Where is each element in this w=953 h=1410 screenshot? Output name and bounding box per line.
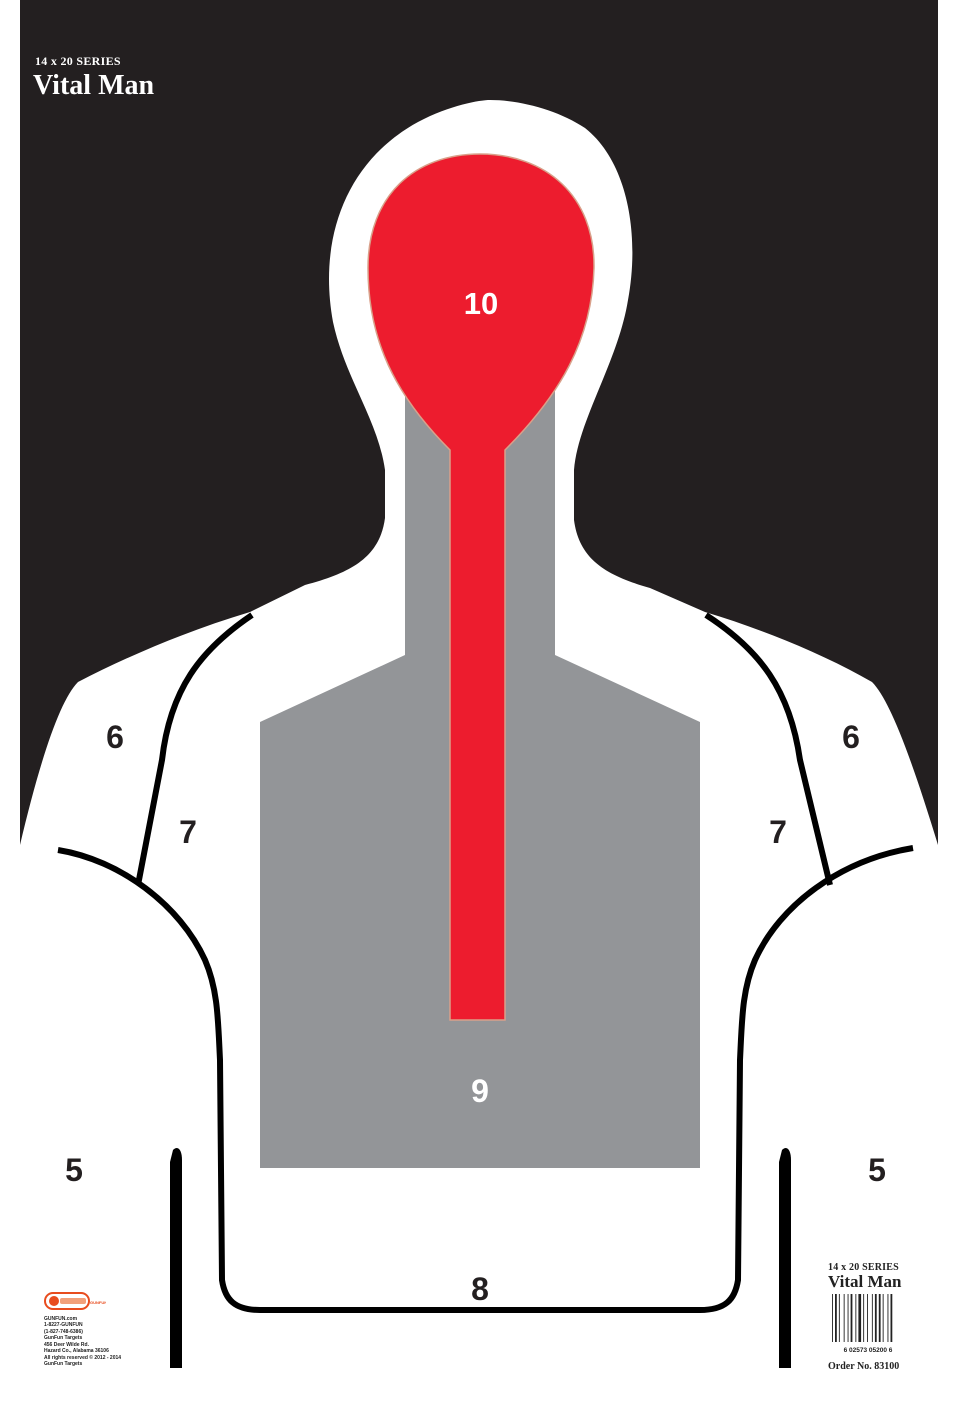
zone-label-5-right: 5 <box>868 1152 886 1188</box>
target-title: Vital Man <box>33 70 155 101</box>
publisher-info: GUNFUN TARGETS GUNFUN.com 1-8227-GUNFUN … <box>44 1290 134 1368</box>
barcode-digits: 6 02573 05200 6 <box>844 1347 893 1354</box>
gunfun-logo: GUNFUN TARGETS <box>44 1292 127 1310</box>
zone-label-5-left: 5 <box>65 1152 83 1188</box>
footer-series-label: 14 x 20 SERIES <box>828 1262 899 1273</box>
order-number: Order No. 83100 <box>828 1361 900 1372</box>
bottom-white <box>20 1368 938 1410</box>
footer-title: Vital Man <box>828 1272 902 1291</box>
head-zone-10 <box>367 153 595 1021</box>
side-line-right <box>779 1148 791 1368</box>
zone-label-9: 9 <box>471 1073 489 1109</box>
zone-label-6-left: 6 <box>106 719 124 755</box>
shoulder-line-left <box>135 612 254 886</box>
series-label: 14 x 20 SERIES <box>35 54 121 68</box>
zone-label-6-right: 6 <box>842 719 860 755</box>
rights-2: GunFun Targets <box>44 1361 83 1367</box>
website: GUNFUN.com <box>44 1315 78 1322</box>
phone-1: 1-8227-GUNFUN <box>44 1322 83 1328</box>
address-1: 456 Deer Wilde Rd. <box>44 1341 89 1348</box>
arm-line-left <box>57 845 914 1313</box>
logo-text: GUNFUN TARGETS <box>90 1300 106 1305</box>
zone-label-10: 10 <box>464 286 498 321</box>
company: GunFun Targets <box>44 1335 83 1341</box>
zone-label-7-right: 7 <box>769 814 787 850</box>
shoulder-line-right <box>704 612 833 886</box>
barcode: 6 02573 05200 6 <box>832 1294 893 1354</box>
address-2: Hazard Co., Alabama 36106 <box>44 1348 109 1354</box>
rights: All rights reserved © 2012 - 2014 <box>44 1354 122 1361</box>
zone-label-7-left: 7 <box>179 814 197 850</box>
side-line-left <box>170 1148 182 1368</box>
product-info: 14 x 20 SERIES Vital Man 6 02573 05200 6… <box>828 1262 928 1372</box>
phone-2: (1-827-748-6386) <box>44 1328 83 1335</box>
zone-label-8: 8 <box>471 1271 489 1307</box>
